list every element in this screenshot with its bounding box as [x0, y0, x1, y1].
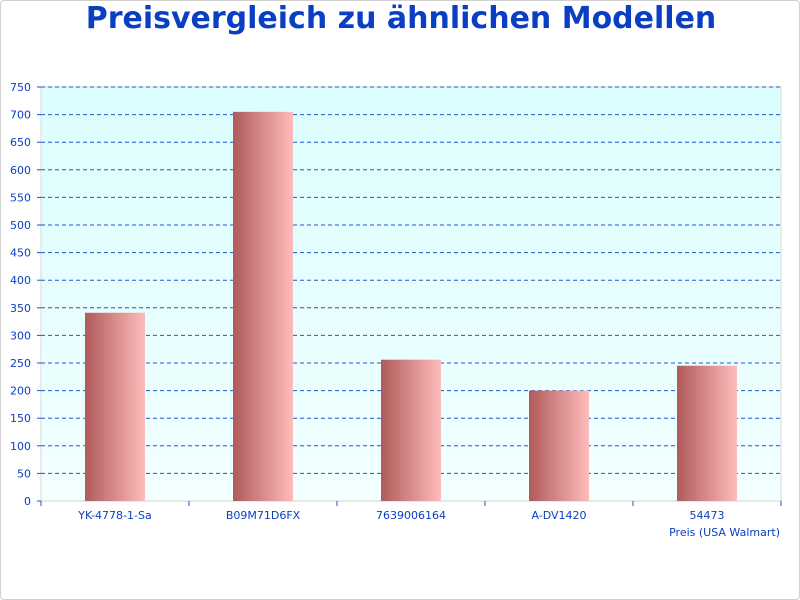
bar	[85, 312, 145, 501]
x-tick-label: 54473	[690, 509, 725, 522]
y-tick-label: 700	[10, 109, 31, 122]
x-axis-label: Preis (USA Walmart)	[669, 526, 780, 539]
y-tick-label: 750	[10, 81, 31, 94]
y-tick-label: 0	[24, 495, 31, 508]
bar	[529, 390, 589, 501]
y-tick-label: 500	[10, 219, 31, 232]
y-tick-label: 650	[10, 136, 31, 149]
y-tick-label: 300	[10, 329, 31, 342]
x-tick-label: 7639006164	[376, 509, 446, 522]
x-tick-label: B09M71D6FX	[226, 509, 301, 522]
bar	[677, 365, 737, 501]
y-tick-label: 200	[10, 385, 31, 398]
y-tick-label: 400	[10, 274, 31, 287]
bar	[381, 359, 441, 501]
x-tick-label: YK-4778-1-Sa	[77, 509, 151, 522]
x-tick-label: A-DV1420	[531, 509, 586, 522]
y-tick-label: 100	[10, 440, 31, 453]
y-tick-label: 350	[10, 302, 31, 315]
y-tick-label: 250	[10, 357, 31, 370]
y-tick-label: 450	[10, 247, 31, 260]
y-tick-label: 600	[10, 164, 31, 177]
bar	[233, 111, 293, 501]
y-tick-label: 50	[17, 467, 31, 480]
y-tick-label: 550	[10, 191, 31, 204]
chart-title: Preisvergleich zu ähnlichen Modellen	[85, 1, 717, 36]
y-tick-label: 150	[10, 412, 31, 425]
